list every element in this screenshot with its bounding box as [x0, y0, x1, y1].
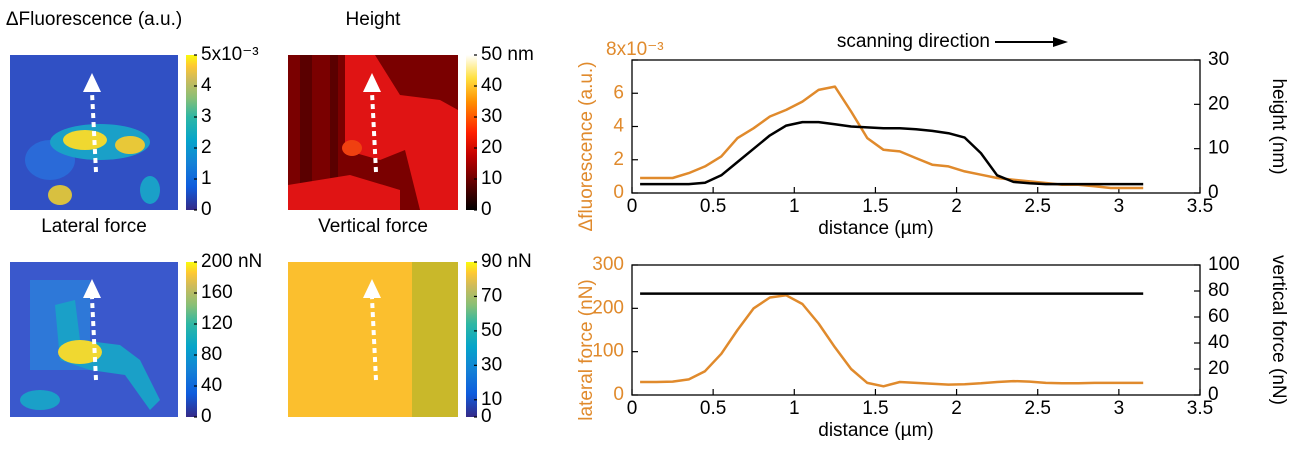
colorbar-tick-label: 40 — [481, 75, 502, 96]
y-tick-label: 0 — [613, 384, 624, 405]
colorbar-tick-label: 1 — [201, 168, 212, 189]
x-tick-label: 2 — [951, 196, 962, 217]
colorbar-tick-label: 0 — [481, 199, 492, 220]
colorbar-tick-label: 0 — [481, 406, 492, 427]
y2-tick-label: 0 — [1208, 384, 1219, 405]
y2-axis-label: vertical force (nN) — [1268, 255, 1289, 405]
annotation: scanning direction — [837, 31, 990, 52]
colorbar-tick-label: 3 — [201, 106, 212, 127]
colorbar — [186, 262, 197, 417]
y-tick-label: 200 — [592, 297, 624, 318]
series-line — [640, 120, 1144, 186]
colorbar — [466, 262, 477, 417]
colorbar — [186, 55, 197, 210]
y2-tick-label: 30 — [1208, 49, 1229, 70]
scan-direction-arrow — [995, 37, 1068, 47]
x-tick-label: 2.5 — [1025, 398, 1051, 419]
colorbar-tick-label: 4 — [201, 75, 212, 96]
y2-tick-label: 20 — [1208, 358, 1229, 379]
y-tick-label: 0 — [613, 182, 624, 203]
x-tick-label: 3.5 — [1187, 398, 1213, 419]
y2-tick-label: 40 — [1208, 332, 1229, 353]
x-tick-label: 1.5 — [862, 196, 888, 217]
x-tick-label: 2 — [951, 398, 962, 419]
colorbar-tick-label: 0 — [201, 406, 212, 427]
colorbar-tick-label: 5x10⁻³ — [201, 44, 259, 65]
x-tick-label: 0 — [627, 398, 638, 419]
colorbar-tick-label: 30 — [481, 354, 502, 375]
colorbar-tick-label: 20 — [481, 137, 502, 158]
x-tick-label: 1.5 — [862, 398, 888, 419]
x-tick-label: 2.5 — [1025, 196, 1051, 217]
y2-tick-label: 20 — [1208, 93, 1229, 114]
panel-title: Lateral force — [41, 216, 147, 237]
colorbar — [466, 55, 477, 210]
colorbar-tick-label: 50 — [481, 320, 502, 341]
x-tick-label: 1 — [789, 196, 800, 217]
y-axis-label: Δfluorescence (a.u.) — [576, 61, 597, 231]
colorbar-tick-label: 50 nm — [481, 44, 534, 65]
colorbar-tick-label: 10 — [481, 168, 502, 189]
y-tick-label: 4 — [613, 116, 624, 137]
colorbar-tick-label: 10 — [481, 389, 502, 410]
series-line — [640, 294, 1144, 388]
y2-tick-label: 60 — [1208, 306, 1229, 327]
y-tick-label: 100 — [592, 341, 624, 362]
y2-tick-label: 10 — [1208, 138, 1229, 159]
colorbar-tick-label: 70 — [481, 285, 502, 306]
colorbar-tick-label: 0 — [201, 199, 212, 220]
y2-axis-label: height (nm) — [1268, 78, 1289, 174]
panel-title: ΔFluorescence (a.u.) — [6, 9, 182, 30]
lateral-force-image — [10, 262, 178, 417]
colorbar-tick-label: 2 — [201, 137, 212, 158]
colorbar-tick-label: 160 — [201, 282, 233, 303]
plot-frame — [631, 264, 1201, 396]
height-image — [288, 55, 458, 210]
x-tick-label: 1 — [789, 398, 800, 419]
x-tick-label: 0.5 — [700, 398, 726, 419]
series-line — [640, 85, 1144, 190]
scan-arrows — [90, 91, 378, 381]
y-tick-label: 8x10⁻³ — [606, 39, 664, 60]
x-axis-label: distance (µm) — [818, 218, 933, 239]
y2-tick-label: 80 — [1208, 280, 1229, 301]
y2-tick-label: 0 — [1208, 182, 1219, 203]
colorbar-tick-label: 120 — [201, 313, 233, 334]
y2-tick-label: 100 — [1208, 254, 1240, 275]
x-tick-label: 0.5 — [700, 196, 726, 217]
panel-title: Height — [346, 9, 402, 30]
x-tick-label: 3.5 — [1187, 196, 1213, 217]
colorbar-tick-label: 80 — [201, 344, 222, 365]
colorbar-tick-label: 200 nN — [201, 251, 262, 272]
y-tick-label: 2 — [613, 149, 624, 170]
colorbar-tick-label: 90 nN — [481, 251, 532, 272]
x-tick-label: 3 — [1114, 398, 1125, 419]
x-tick-label: 3 — [1114, 196, 1125, 217]
colorbar-tick-label: 40 — [201, 375, 222, 396]
x-axis-label: distance (µm) — [818, 420, 933, 441]
x-tick-label: 0 — [627, 196, 638, 217]
arrow-heads — [83, 73, 381, 298]
plot-frame — [631, 59, 1201, 194]
y-tick-label: 300 — [592, 254, 624, 275]
panel-title: Vertical force — [318, 216, 428, 237]
y-axis-label: lateral force (nN) — [576, 279, 597, 421]
y-tick-label: 6 — [613, 82, 624, 103]
colorbar-tick-label: 30 — [481, 106, 502, 127]
